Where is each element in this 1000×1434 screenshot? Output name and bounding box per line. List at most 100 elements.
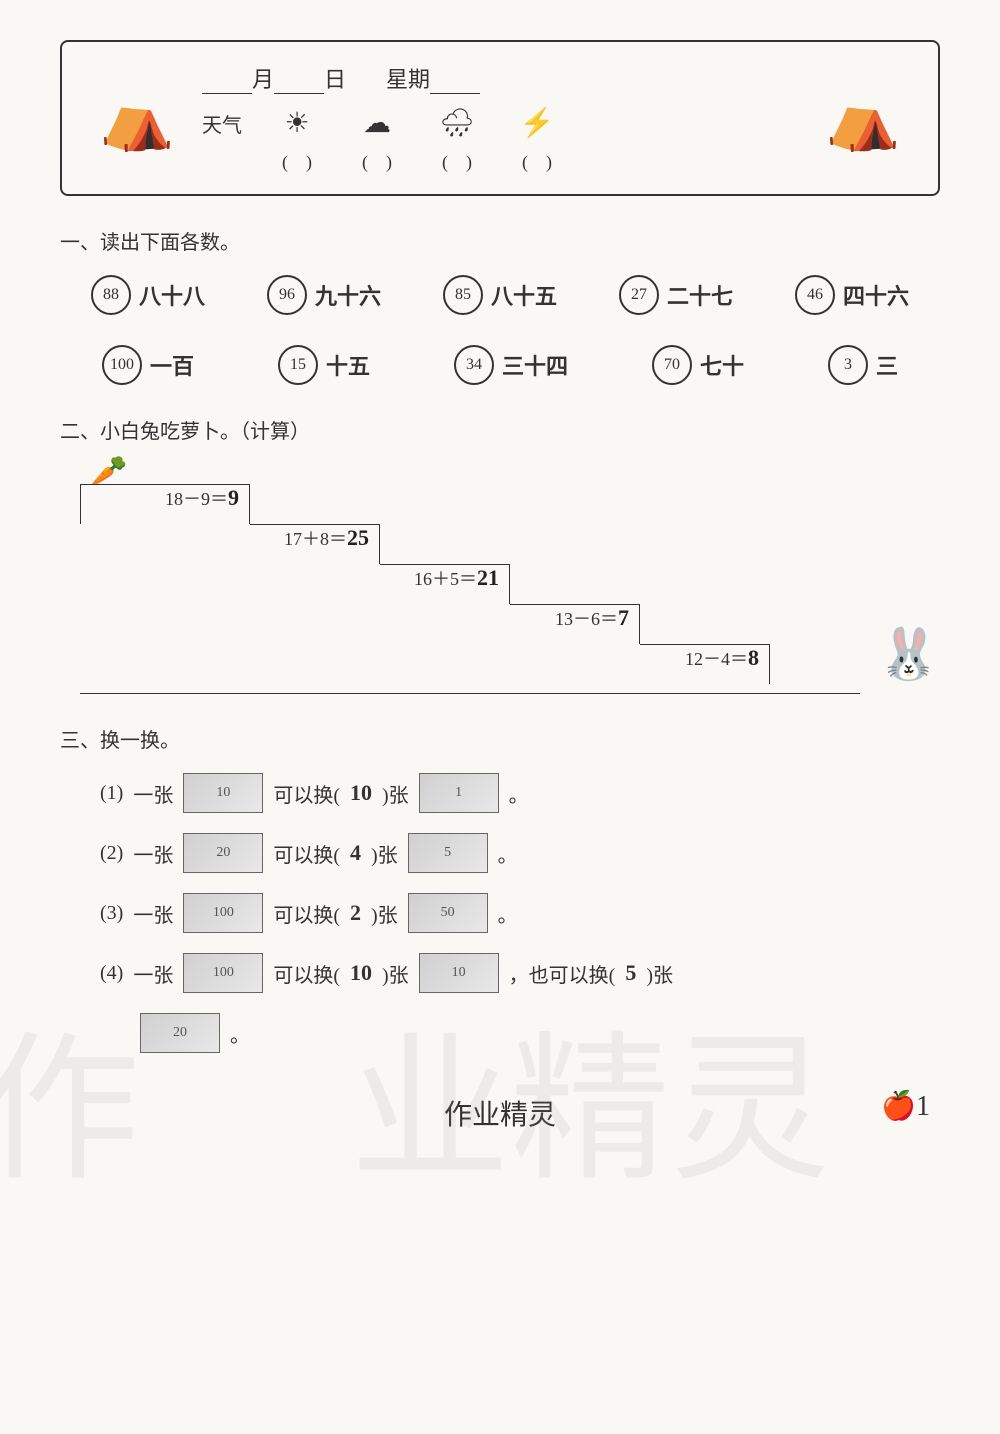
answer-text: 三 [876, 349, 898, 381]
q3-row-cont: 20 。 [140, 1013, 940, 1053]
banknote-icon: 20 [183, 833, 263, 873]
banknote-icon: 50 [408, 893, 488, 933]
weather-choice[interactable]: ( ) [352, 148, 402, 174]
answer-text: 8 [748, 645, 759, 671]
number-icon: 100 [102, 345, 142, 385]
stair-step: 13－6＝7 [510, 604, 640, 644]
item-index: (3) [100, 902, 123, 925]
number-icon: 70 [652, 345, 692, 385]
rabbit-icon: 🐰 [878, 625, 940, 684]
stair-step: 16＋5＝21 [380, 564, 510, 604]
q1-item: 34三十四 [454, 345, 568, 385]
answer-text: 25 [347, 525, 369, 551]
cloud-icon: ☁ [352, 106, 402, 140]
q1-item: 27二十七 [619, 275, 733, 315]
q1-item: 96九十六 [267, 275, 381, 315]
weather-choice[interactable]: ( ) [432, 148, 482, 174]
answer-text: 八十八 [139, 279, 205, 311]
header-content: 月日 星期 天气 ☀ ☁ 🌧 ⚡ ( ) ( ) ( ) ( ) [202, 62, 798, 174]
text: )张 [382, 779, 409, 808]
answer-text: 10 [350, 780, 372, 806]
item-index: (1) [100, 782, 123, 805]
q1-item: 3三 [828, 345, 898, 385]
q1-item: 85八十五 [443, 275, 557, 315]
expression: 16＋5＝ [414, 565, 477, 591]
item-index: (2) [100, 842, 123, 865]
q3-row: (3) 一张 100 可以换( 2 )张 50 。 [100, 893, 940, 933]
answer-text: 四十六 [843, 279, 909, 311]
sun-icon: ☀ [272, 106, 322, 140]
answer-text: 一百 [150, 349, 194, 381]
stair-baseline [80, 693, 860, 694]
answer-text: 9 [228, 485, 239, 511]
tent-right-icon: ⛺ [818, 73, 908, 163]
text: )张 [382, 959, 409, 988]
expression: 17＋8＝ [284, 525, 347, 551]
q1-item: 100一百 [102, 345, 194, 385]
expression: 13－6＝ [555, 605, 618, 631]
banknote-icon: 1 [419, 773, 499, 813]
q1-row2: 100一百 15十五 34三十四 70七十 3三 [60, 345, 940, 385]
stair-step: 17＋8＝25 [250, 524, 380, 564]
q1-row1: 88八十八 96九十六 85八十五 27二十七 46四十六 [60, 275, 940, 315]
paren-row: ( ) ( ) ( ) ( ) [272, 148, 798, 174]
expression: 12－4＝ [685, 645, 748, 671]
number-icon: 85 [443, 275, 483, 315]
text: )张 [371, 899, 398, 928]
text: )张 [646, 959, 673, 988]
number-icon: 88 [91, 275, 131, 315]
number-icon: 96 [267, 275, 307, 315]
banknote-icon: 20 [140, 1013, 220, 1053]
text: 一张 [133, 899, 173, 928]
answer-text: 5 [625, 960, 636, 986]
banknote-icon: 10 [419, 953, 499, 993]
footer-brand: 作业精灵 [60, 1093, 940, 1133]
text: 。 [230, 1019, 250, 1048]
weather-choice[interactable]: ( ) [512, 148, 562, 174]
stairs-diagram: 🥕 18－9＝9 17＋8＝25 16＋5＝21 13－6＝7 12－4＝8 🐰 [80, 464, 940, 694]
expression: 18－9＝ [165, 485, 228, 511]
answer-text: 2 [350, 900, 361, 926]
item-index: (4) [100, 962, 123, 985]
banknote-icon: 5 [408, 833, 488, 873]
text: 。 [509, 779, 529, 808]
q3-row: (2) 一张 20 可以换( 4 )张 5 。 [100, 833, 940, 873]
text: 一张 [133, 839, 173, 868]
text: 可以换( [273, 779, 340, 808]
answer-text: 十五 [326, 349, 370, 381]
answer-text: 八十五 [491, 279, 557, 311]
answer-text: 10 [350, 960, 372, 986]
answer-text: 7 [618, 605, 629, 631]
number-icon: 34 [454, 345, 494, 385]
weather-label: 天气 [202, 109, 242, 138]
stair-step: 18－9＝9 [80, 484, 250, 524]
rain-icon: 🌧 [432, 106, 482, 140]
stair-step: 12－4＝8 [640, 644, 770, 684]
text: ，也可以换( [509, 959, 616, 988]
q1-item: 46四十六 [795, 275, 909, 315]
number-icon: 3 [828, 345, 868, 385]
text: 可以换( [273, 899, 340, 928]
answer-text: 4 [350, 840, 361, 866]
weather-choice[interactable]: ( ) [272, 148, 322, 174]
q3-title: 三、换一换。 [60, 724, 940, 753]
weekday-field[interactable]: 星期 [386, 62, 480, 94]
q3-row: (4) 一张 100 可以换( 10 )张 10 ，也可以换( 5 )张 [100, 953, 940, 993]
answer-text: 九十六 [315, 279, 381, 311]
answer-text: 21 [477, 565, 499, 591]
q1-item: 88八十八 [91, 275, 205, 315]
text: 。 [498, 839, 518, 868]
q1-title: 一、读出下面各数。 [60, 226, 940, 255]
month-field[interactable]: 月日 [202, 62, 346, 94]
text: 一张 [133, 959, 173, 988]
answer-text: 七十 [700, 349, 744, 381]
banknote-icon: 100 [183, 953, 263, 993]
q2-title: 二、小白兔吃萝卜。（计算） [60, 415, 940, 444]
q1-item: 70七十 [652, 345, 744, 385]
answer-text: 三十四 [502, 349, 568, 381]
header-box: ⛺ 月日 星期 天气 ☀ ☁ 🌧 ⚡ ( ) ( ) ( ) ( ) ⛺ [60, 40, 940, 196]
number-icon: 46 [795, 275, 835, 315]
date-row: 月日 星期 [202, 62, 798, 94]
tent-left-icon: ⛺ [92, 73, 182, 163]
number-icon: 15 [278, 345, 318, 385]
